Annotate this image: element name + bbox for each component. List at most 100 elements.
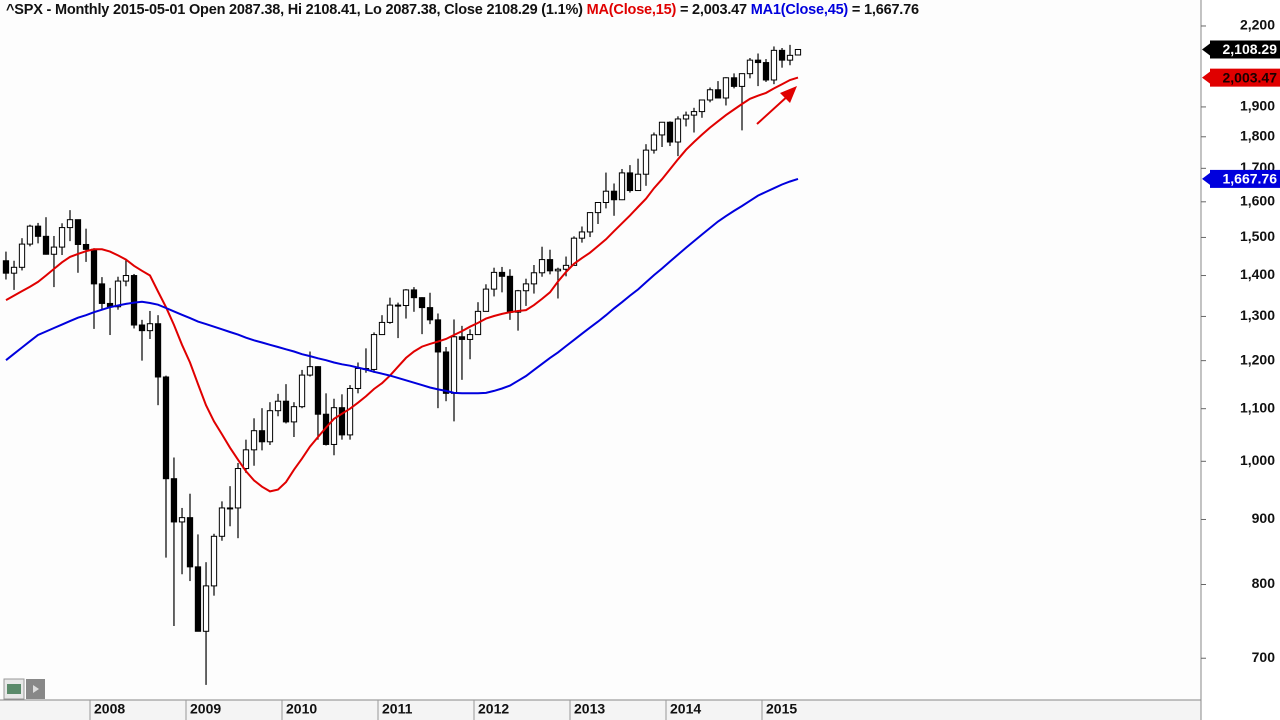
candle-body <box>754 59 762 64</box>
candle-body <box>506 275 514 313</box>
x-tick-label: 2009 <box>190 701 221 717</box>
x-tick-label: 2015 <box>766 701 797 717</box>
legend-name: MA(Close,15) <box>586 2 677 18</box>
candle-body <box>570 237 578 266</box>
candle-body <box>450 336 458 394</box>
arrow-shaft <box>756 93 791 125</box>
y-tick-label: 2,200 <box>1240 17 1275 33</box>
price-badge: 2,003.47 <box>1202 68 1280 87</box>
candle-body <box>602 190 610 203</box>
candle-body <box>2 260 10 274</box>
ma-line <box>5 177 799 395</box>
candle-body <box>426 307 434 321</box>
candle-body <box>162 376 170 480</box>
candle-body <box>218 507 226 537</box>
y-tick-label: 1,100 <box>1240 399 1275 415</box>
candle-body <box>634 173 642 192</box>
candle-body <box>298 374 306 408</box>
y-tick-label: 1,600 <box>1240 193 1275 209</box>
candle-body <box>626 172 634 192</box>
candle-body <box>258 430 266 443</box>
candle-body <box>738 73 746 87</box>
candle-body <box>290 406 298 423</box>
candle-body <box>530 272 538 285</box>
candle-body <box>418 297 426 309</box>
x-tick-label: 2012 <box>478 701 509 717</box>
y-tick-label: 800 <box>1252 575 1276 591</box>
candle-body <box>34 225 42 237</box>
candle-body <box>554 268 562 272</box>
candle-body <box>434 319 442 353</box>
candle-body <box>386 304 394 323</box>
candle-body <box>18 243 26 268</box>
candle-body <box>370 334 378 370</box>
candle-body <box>458 336 466 340</box>
candle-body <box>666 121 674 143</box>
candle-body <box>266 410 274 443</box>
candle-body <box>562 264 570 270</box>
candle-body <box>514 290 522 313</box>
candle-body <box>578 231 586 239</box>
y-tick-label: 1,900 <box>1240 98 1275 114</box>
y-tick-label: 1,800 <box>1240 127 1275 143</box>
candle-body <box>10 266 18 274</box>
price-axis-background <box>1201 0 1280 720</box>
candle-body <box>722 77 730 99</box>
x-tick-label: 2014 <box>670 701 701 717</box>
candle-body <box>674 118 682 143</box>
candle-body <box>50 246 58 255</box>
badge-pointer <box>1202 172 1210 185</box>
candle-body <box>82 243 90 250</box>
plot-background <box>0 0 1201 700</box>
candle-body <box>394 304 402 307</box>
candle-body <box>410 289 418 299</box>
candle-body <box>242 449 250 470</box>
candle-body <box>482 288 490 312</box>
time-axis-background <box>0 700 1201 720</box>
candle-body <box>354 368 362 389</box>
candle-body <box>522 283 530 292</box>
arrow-head <box>780 86 797 103</box>
candle-body <box>730 77 738 87</box>
badge-box <box>1210 68 1280 87</box>
candle-body <box>786 54 794 61</box>
legend-value: = 2,003.47 <box>679 2 747 18</box>
badge-box <box>1210 40 1280 59</box>
ma-line <box>5 76 799 493</box>
candle-body <box>250 430 258 451</box>
candle-body <box>330 407 338 445</box>
annotation-arrow <box>756 86 797 125</box>
candle-body <box>466 334 474 340</box>
candle-body <box>442 351 450 394</box>
candle-body <box>498 271 506 277</box>
icon-glyph <box>7 684 21 694</box>
toolbar-icon[interactable] <box>3 678 45 700</box>
price-badge: 1,667.76 <box>1202 169 1280 188</box>
candle-body <box>706 89 714 101</box>
candle-body <box>698 99 706 113</box>
candle-body <box>194 566 202 632</box>
candle-body <box>770 49 778 81</box>
candle-body <box>618 172 626 201</box>
candle-body <box>154 323 162 378</box>
candle-body <box>178 517 186 523</box>
x-tick-label: 2008 <box>94 701 125 717</box>
candle-body <box>586 212 594 233</box>
badge-pointer <box>1202 71 1210 84</box>
candle-body <box>42 235 50 255</box>
x-tick-label: 2010 <box>286 701 317 717</box>
badge-label: 2,003.47 <box>1223 69 1278 85</box>
candle-body <box>186 517 194 568</box>
candle-body <box>650 134 658 151</box>
candle-body <box>682 114 690 120</box>
badge-pointer <box>1202 43 1210 56</box>
candle-body <box>226 507 234 510</box>
candle-body <box>778 49 786 61</box>
x-tick-label: 2013 <box>574 701 605 717</box>
candle-body <box>402 289 410 307</box>
candle-body <box>138 324 146 332</box>
x-tick-label: 2011 <box>382 701 413 717</box>
candle-body <box>490 271 498 290</box>
y-tick-label: 1,000 <box>1240 452 1275 468</box>
